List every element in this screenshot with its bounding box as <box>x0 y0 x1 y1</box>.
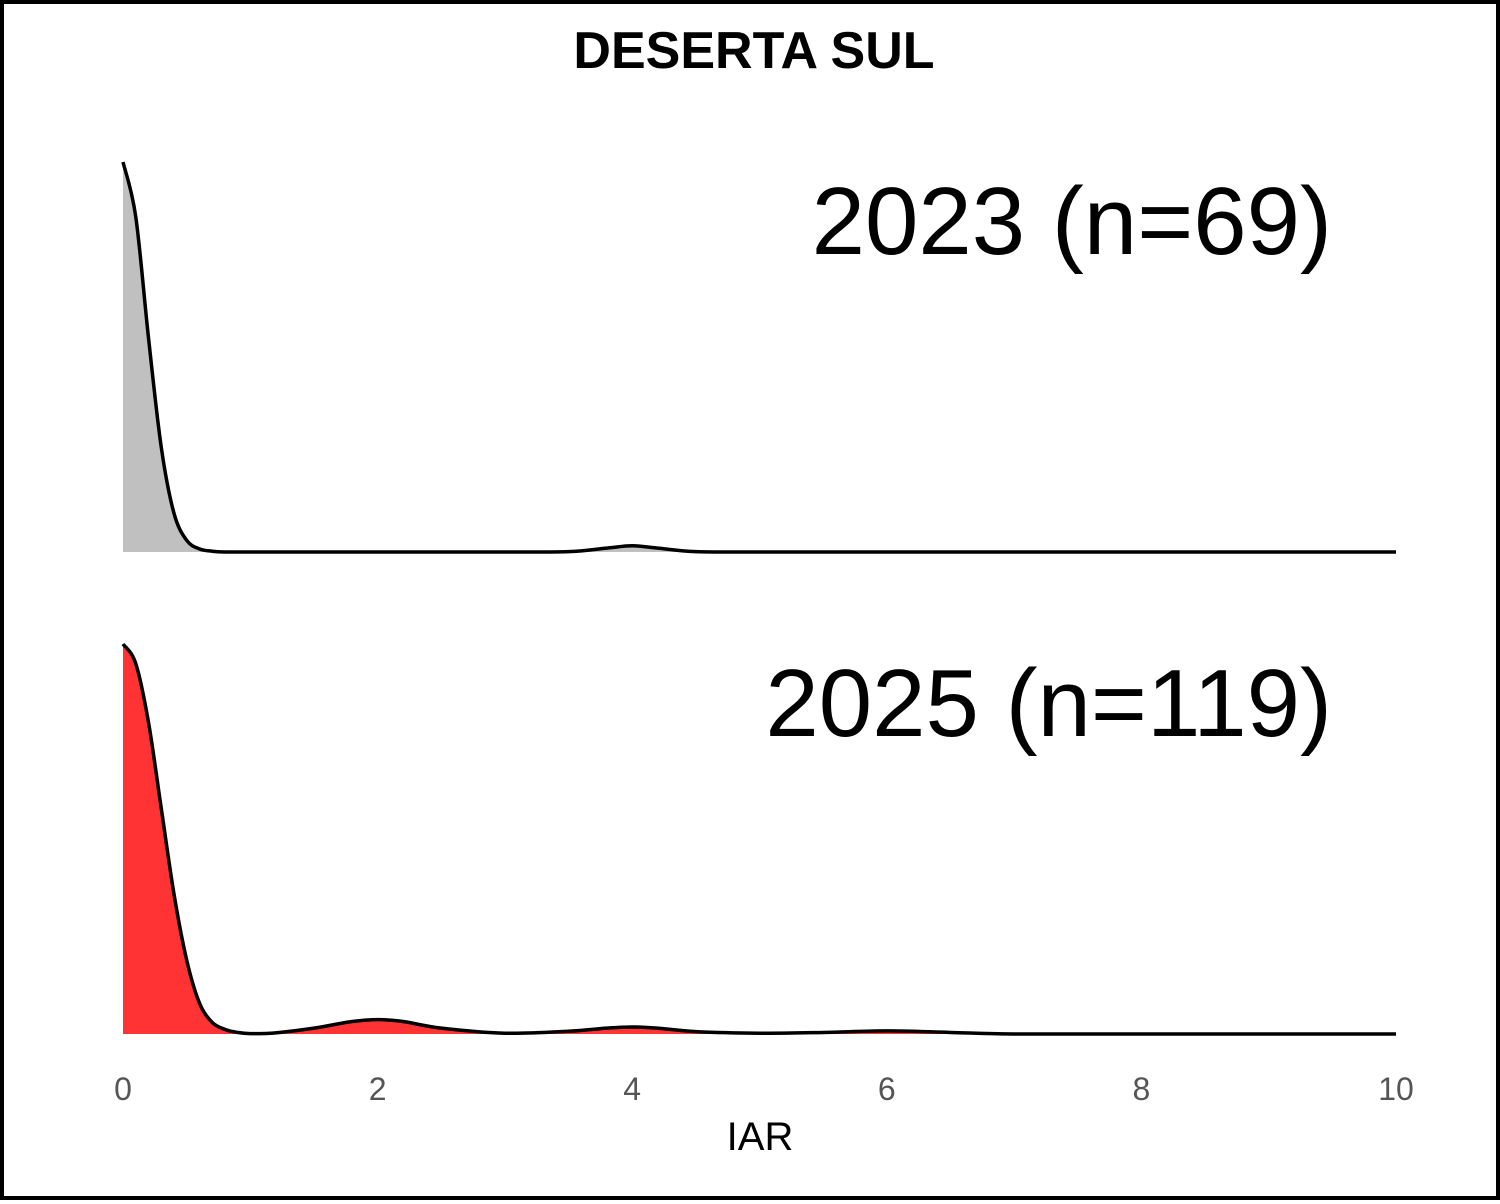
ridge-2023: 2023 (n=69) <box>121 161 1396 554</box>
density-curve-2023 <box>121 161 1396 554</box>
x-tick-label: 10 <box>1378 1071 1414 1107</box>
ridge-2025: 2025 (n=119) <box>121 642 1396 1036</box>
density-curve-2025 <box>121 642 1396 1036</box>
x-tick-label: 4 <box>623 1071 641 1107</box>
density-ridgeline-chart: DESERTA SUL 2023 (n=69) 2025 (n=119) 0 2 4… <box>114 22 1414 1159</box>
series-label-2025: 2025 (n=119) <box>765 650 1332 757</box>
x-tick-label: 0 <box>114 1071 132 1107</box>
x-tick-label: 6 <box>878 1071 896 1107</box>
x-axis-ticks: 0 2 4 6 8 10 <box>114 1071 1414 1107</box>
x-axis-label: IAR <box>727 1115 794 1159</box>
x-tick-label: 2 <box>369 1071 387 1107</box>
series-label-2023: 2023 (n=69) <box>812 168 1332 275</box>
x-tick-label: 8 <box>1133 1071 1151 1107</box>
chart-title: DESERTA SUL <box>573 22 934 80</box>
